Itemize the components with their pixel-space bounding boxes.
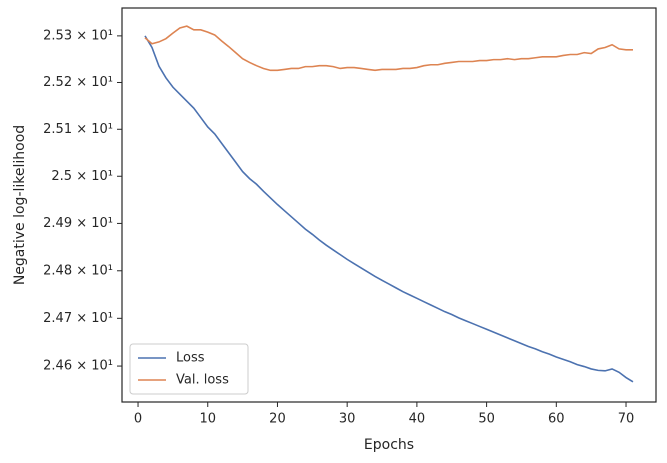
legend-label: Loss xyxy=(176,351,205,366)
y-tick-label: 2.5 × 10¹ xyxy=(51,169,113,184)
legend-label: Val. loss xyxy=(176,373,229,388)
legend-box xyxy=(129,343,249,395)
y-tick-label: 2.46 × 10¹ xyxy=(43,359,113,374)
y-tick-label: 2.51 × 10¹ xyxy=(43,122,113,137)
y-tick-label: 2.48 × 10¹ xyxy=(43,263,113,278)
x-tick-label: 30 xyxy=(339,412,356,427)
plot-frame xyxy=(121,7,657,403)
x-tick-label: 50 xyxy=(478,412,495,427)
x-tick-label: 20 xyxy=(269,412,286,427)
data-line xyxy=(144,25,633,72)
y-tick-label: 2.49 × 10¹ xyxy=(43,216,113,231)
x-tick-label: 10 xyxy=(199,412,216,427)
data-line xyxy=(144,35,634,383)
x-tick-label: 70 xyxy=(618,412,635,427)
y-tick-label: 2.52 × 10¹ xyxy=(43,75,113,90)
x-tick-label: 0 xyxy=(134,412,142,427)
legend: Loss Val. loss xyxy=(129,343,249,395)
x-tick-label: 60 xyxy=(548,412,565,427)
x-axis-label: Epochs xyxy=(364,437,414,453)
y-axis-label: Negative log-likelihood xyxy=(12,125,28,285)
y-tick-label: 2.53 × 10¹ xyxy=(43,28,113,43)
y-tick-label: 2.47 × 10¹ xyxy=(43,311,113,326)
x-tick-label: 40 xyxy=(409,412,426,427)
